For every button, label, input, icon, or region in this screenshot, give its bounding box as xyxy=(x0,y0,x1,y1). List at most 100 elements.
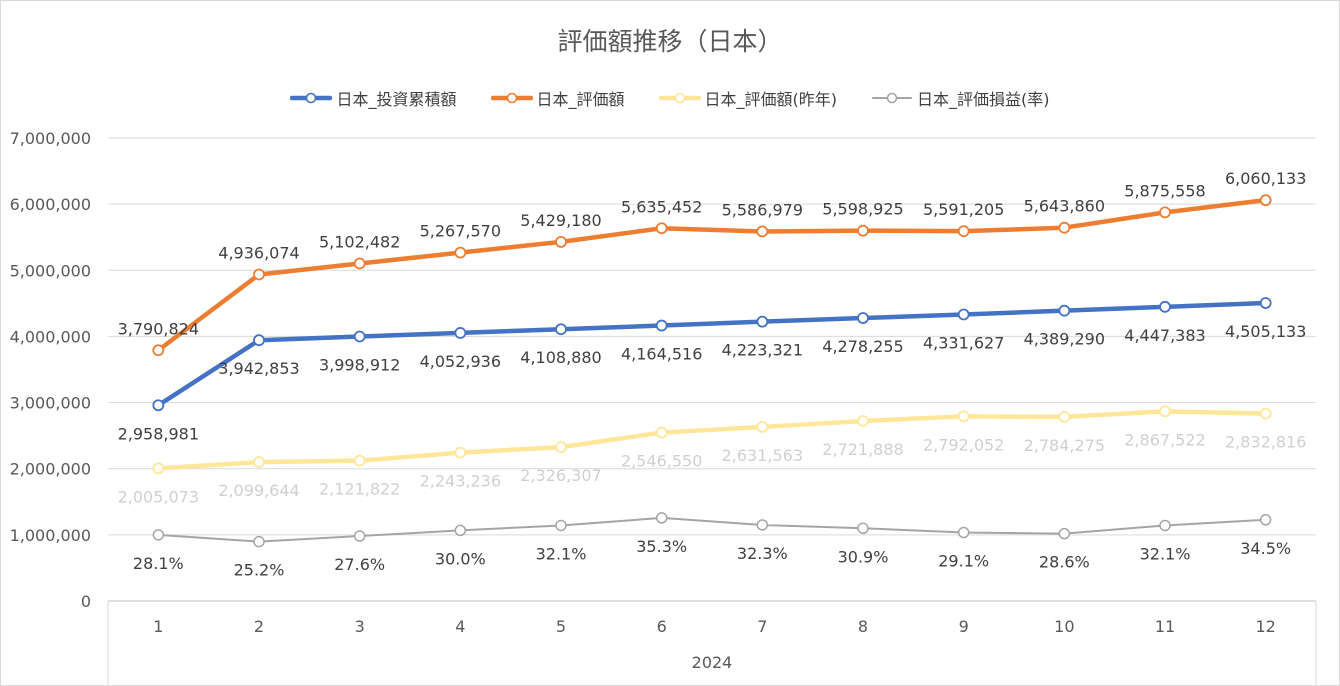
y-tick-label: 3,000,000 xyxy=(10,394,91,413)
x-tick-label: 9 xyxy=(959,617,969,636)
series-4-point xyxy=(1058,527,1071,540)
y-tick-label: 0 xyxy=(81,592,91,611)
series-4-data-label: 27.6% xyxy=(334,555,385,574)
legend-item-1: 日本_投資累積額 xyxy=(290,86,457,110)
chart-title: 評価額推移（日本） xyxy=(557,27,783,56)
x-tick-label: 3 xyxy=(355,617,365,636)
series-1-data-label: 3,942,853 xyxy=(218,359,299,378)
series-4-data-label: 30.9% xyxy=(838,547,889,566)
legend-item-2: 日本_評価額 xyxy=(490,86,625,110)
series-2-data-label: 3,790,824 xyxy=(118,319,199,338)
series-1-data-label: 4,331,627 xyxy=(923,333,1004,352)
series-1-data-label: 3,998,912 xyxy=(319,356,400,375)
series-3-point xyxy=(152,462,165,475)
series-4-point xyxy=(152,529,165,541)
series-3-data-label: 2,243,236 xyxy=(420,472,501,491)
series-3-point xyxy=(1058,410,1071,423)
y-tick-label: 2,000,000 xyxy=(10,460,91,479)
series-2-point xyxy=(253,268,265,281)
legend-label: 日本_評価額(昨年) xyxy=(704,90,838,109)
chart-legend: 日本_投資累積額 日本_評価額 日本_評価額(昨年) 日本_評価損益(率) xyxy=(0,86,1340,110)
series-2-point xyxy=(1159,206,1171,219)
series-1-point xyxy=(454,327,467,339)
series-2-point xyxy=(857,224,869,237)
legend-marker-icon xyxy=(490,92,533,104)
series-4-point xyxy=(253,535,265,548)
series-3-point xyxy=(454,446,467,459)
series-4-point xyxy=(353,530,366,542)
series-1-point xyxy=(957,308,970,321)
series-3-point xyxy=(756,421,769,433)
series-1-point xyxy=(253,334,265,347)
series-1-data-label: 4,164,516 xyxy=(621,345,702,364)
series-4-point xyxy=(655,512,668,524)
legend-marker-icon xyxy=(290,92,333,104)
series-1-data-label: 4,389,290 xyxy=(1024,330,1105,349)
series-2-data-label: 5,102,482 xyxy=(319,233,400,252)
series-3-point xyxy=(253,456,265,469)
series-line-2 xyxy=(156,197,1268,353)
series-2-data-label: 5,643,860 xyxy=(1024,197,1105,216)
series-2-data-label: 5,267,570 xyxy=(420,222,501,241)
x-group-label: 2024 xyxy=(692,653,733,672)
series-1-point xyxy=(857,312,869,324)
series-2-data-label: 5,586,979 xyxy=(722,200,803,219)
series-4-data-label: 25.2% xyxy=(234,561,285,580)
series-2-point xyxy=(152,344,165,357)
x-tick-label: 12 xyxy=(1255,617,1275,636)
legend-marker-icon xyxy=(872,92,913,104)
x-tick-label: 8 xyxy=(858,617,868,636)
series-3-data-label: 2,867,522 xyxy=(1124,430,1205,449)
series-1-data-label: 4,278,255 xyxy=(822,337,903,356)
legend-label: 日本_投資累積額 xyxy=(336,90,457,109)
series-1-point xyxy=(1159,300,1171,313)
series-3-data-label: 2,099,644 xyxy=(218,481,299,500)
legend-item-4: 日本_評価損益(率) xyxy=(871,86,1050,110)
series-4-point xyxy=(454,524,467,537)
series-3-data-label: 2,792,052 xyxy=(923,435,1004,454)
series-2-data-label: 5,429,180 xyxy=(520,211,601,230)
series-2-data-label: 5,591,205 xyxy=(923,200,1004,219)
series-3-point xyxy=(857,415,869,427)
series-4-data-label: 28.1% xyxy=(133,554,184,573)
series-4-data-label: 30.0% xyxy=(435,549,486,568)
series-1-point xyxy=(555,323,567,336)
series-3-data-label: 2,631,563 xyxy=(722,446,803,465)
series-4-point xyxy=(857,522,869,535)
series-1-point xyxy=(353,330,366,343)
series-1-data-label: 4,108,880 xyxy=(520,348,601,367)
legend-label: 日本_評価額 xyxy=(536,90,625,109)
series-2-point xyxy=(454,246,467,259)
series-2-point xyxy=(555,235,567,248)
series-4-point xyxy=(1159,519,1171,532)
y-tick-label: 7,000,000 xyxy=(10,129,91,148)
series-3-data-label: 2,832,816 xyxy=(1225,433,1306,452)
series-1-point xyxy=(756,315,769,328)
series-3-data-label: 2,121,822 xyxy=(319,480,400,499)
series-line-3 xyxy=(156,409,1268,471)
series-2-data-label: 5,875,558 xyxy=(1124,181,1205,200)
series-4-data-label: 29.1% xyxy=(938,552,989,571)
series-1-point xyxy=(655,319,668,332)
x-tick-label: 11 xyxy=(1155,617,1175,636)
series-4-point xyxy=(1259,514,1272,526)
y-tick-label: 5,000,000 xyxy=(10,261,91,280)
series-3-point xyxy=(1259,407,1272,420)
series-4-data-label: 32.1% xyxy=(536,544,587,563)
series-4-point xyxy=(756,519,769,531)
x-tick-label: 2 xyxy=(254,617,264,636)
y-tick-label: 6,000,000 xyxy=(10,195,91,214)
series-4-point xyxy=(555,519,567,532)
series-2-point xyxy=(1058,221,1071,234)
series-3-point xyxy=(957,410,970,423)
series-1-data-label: 4,052,936 xyxy=(420,352,501,371)
series-2-point xyxy=(756,225,769,238)
series-4-data-label: 34.5% xyxy=(1240,539,1291,558)
series-line-4 xyxy=(157,516,1267,543)
series-4-data-label: 32.3% xyxy=(737,544,788,563)
x-tick-label: 6 xyxy=(657,617,667,636)
series-2-data-label: 4,936,074 xyxy=(218,244,299,263)
series-3-data-label: 2,546,550 xyxy=(621,452,702,471)
y-tick-label: 4,000,000 xyxy=(10,327,91,346)
series-3-data-label: 2,721,888 xyxy=(822,440,903,459)
